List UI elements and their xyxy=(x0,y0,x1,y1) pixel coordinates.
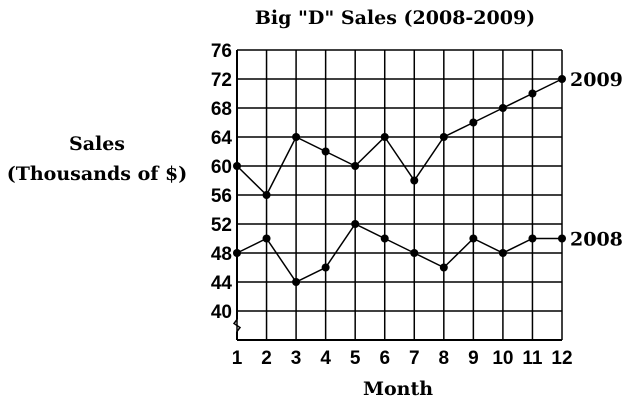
x-tick-label-5: 5 xyxy=(350,348,361,369)
y-tick-label-76: 76 xyxy=(211,41,232,62)
grid-lines xyxy=(236,49,563,341)
point-2009-month-5 xyxy=(351,162,360,170)
point-2009-month-8 xyxy=(439,133,448,141)
x-tick-label-3: 3 xyxy=(291,348,302,369)
y-tick-label-44: 44 xyxy=(211,273,233,294)
series-line-2009 xyxy=(236,78,563,197)
x-tick-label-9: 9 xyxy=(468,348,479,369)
point-2008-month-2 xyxy=(262,234,271,243)
y-tick-labels: 76 72 68 64 60 56 52 48 44 40 xyxy=(211,41,233,323)
x-axis-label: Month xyxy=(363,378,433,400)
x-tick-label-2: 2 xyxy=(261,348,272,369)
y-axis-label-line-1: Sales xyxy=(69,133,125,155)
point-2008-month-10 xyxy=(498,249,507,257)
y-tick-label-56: 56 xyxy=(211,186,232,207)
y-tick-label-48: 48 xyxy=(211,244,232,265)
y-tick-label-64: 64 xyxy=(211,128,233,149)
x-tick-label-6: 6 xyxy=(379,348,390,369)
point-2008-month-1 xyxy=(233,249,241,257)
x-tick-labels: 1 2 3 4 5 6 7 8 9 10 11 12 xyxy=(232,348,573,369)
y-axis-break xyxy=(232,319,242,332)
series-line-2008 xyxy=(236,223,562,283)
data-series: 2009 2008 xyxy=(233,69,623,286)
point-2008-month-4 xyxy=(321,263,330,272)
x-tick-label-4: 4 xyxy=(320,348,331,369)
point-2009-month-4 xyxy=(321,147,330,156)
axes xyxy=(232,50,562,341)
point-2009-month-1 xyxy=(233,162,241,170)
point-2009-month-6 xyxy=(380,133,389,141)
point-2008-month-5 xyxy=(351,220,360,228)
point-2008-month-6 xyxy=(380,234,389,243)
x-tick-label-1: 1 xyxy=(232,348,243,369)
y-tick-label-68: 68 xyxy=(211,99,232,120)
point-2008-month-8 xyxy=(439,263,448,272)
chart-title: Big "D" Sales (2008-2009) xyxy=(255,7,535,29)
point-2008-month-12 xyxy=(558,234,566,243)
point-2009-month-12 xyxy=(558,75,566,83)
series-label-2008: 2008 xyxy=(570,229,623,251)
point-2009-month-2 xyxy=(262,191,271,199)
point-2008-month-7 xyxy=(410,249,419,257)
point-2009-month-9 xyxy=(469,118,478,127)
series-label-2009: 2009 xyxy=(570,69,623,91)
point-2008-month-9 xyxy=(469,234,478,243)
y-tick-label-52: 52 xyxy=(211,215,232,236)
y-tick-label-60: 60 xyxy=(211,157,232,178)
x-tick-label-8: 8 xyxy=(439,348,450,369)
x-tick-label-10: 10 xyxy=(492,348,513,369)
point-2008-month-3 xyxy=(292,278,301,286)
x-tick-label-12: 12 xyxy=(551,348,572,369)
point-2009-month-3 xyxy=(292,133,301,141)
point-2009-month-10 xyxy=(498,104,507,112)
point-2009-month-11 xyxy=(528,89,537,98)
y-axis-label-line-2: (Thousands of $) xyxy=(7,163,188,185)
y-tick-label-72: 72 xyxy=(211,70,232,91)
x-tick-label-11: 11 xyxy=(522,348,543,369)
point-2008-month-11 xyxy=(528,234,537,243)
x-tick-label-7: 7 xyxy=(409,348,420,369)
y-tick-label-40: 40 xyxy=(211,302,232,323)
point-2009-month-7 xyxy=(410,176,419,185)
